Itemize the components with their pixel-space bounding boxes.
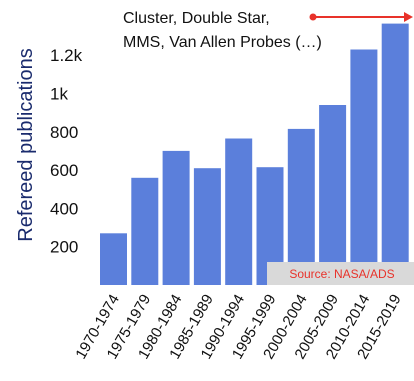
y-axis-ticks: 200 400 600 800 1k 1.2k [50,46,83,257]
x-axis-ticks: 1970-19741975-19791980-19841985-19891990… [72,292,404,363]
bar-2000-2004 [287,128,315,285]
y-tick-label: 400 [50,199,78,218]
y-tick-label: 1k [50,85,68,104]
y-tick-label: 1.2k [50,46,83,65]
bar-1990-1994 [225,138,253,285]
bar-2015-2019 [381,23,409,285]
annotation-arrow [309,12,413,22]
bar-2010-2014 [350,49,378,285]
y-tick-label: 600 [50,161,78,180]
annotation-line-1: Cluster, Double Star, [123,10,270,27]
bar-1985-1989 [193,168,221,285]
y-tick-label: 200 [50,238,78,257]
source-label: Source: NASA/ADS [289,267,394,281]
annotation-line-2: MMS, Van Allen Probes (…) [123,34,322,51]
y-tick-label: 800 [50,123,78,142]
bars [100,23,409,285]
bar-1975-1979 [131,177,159,285]
bar-2005-2009 [319,105,347,285]
bar-1980-1984 [162,150,190,285]
y-axis-label: Refereed publications [15,48,37,241]
source-box [267,262,414,285]
bar-1970-1974 [100,233,127,285]
